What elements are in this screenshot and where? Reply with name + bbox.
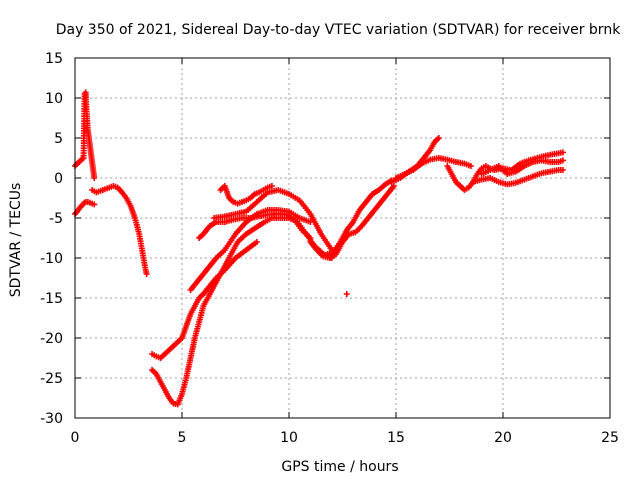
grid-lines bbox=[75, 58, 610, 418]
x-axis-label: GPS time / hours bbox=[281, 459, 398, 475]
data-point bbox=[559, 149, 566, 156]
plot-frame bbox=[74, 57, 611, 419]
y-tick-label: 5 bbox=[54, 131, 63, 147]
x-tick-label: 0 bbox=[71, 430, 80, 446]
y-tick-label: -10 bbox=[40, 251, 63, 267]
y-tick-label: -25 bbox=[40, 371, 63, 387]
x-tick-label: 15 bbox=[387, 430, 405, 446]
chart-title: Day 350 of 2021, Sidereal Day-to-day VTE… bbox=[56, 22, 621, 38]
data-point bbox=[268, 183, 275, 189]
data-point bbox=[91, 175, 98, 181]
x-tick-label: 20 bbox=[494, 430, 512, 446]
y-tick-label: -20 bbox=[40, 331, 63, 347]
y-tick-label: -30 bbox=[40, 411, 63, 427]
y-tick-label: 10 bbox=[45, 91, 63, 107]
data-point bbox=[467, 163, 474, 169]
data-points bbox=[72, 89, 566, 408]
data-point bbox=[559, 167, 566, 173]
y-axis-label: SDTVAR / TECUs bbox=[8, 183, 24, 298]
y-tick-label: -5 bbox=[49, 211, 63, 227]
x-tick-label: 5 bbox=[178, 430, 187, 446]
y-tick-label: -15 bbox=[40, 291, 63, 307]
data-point bbox=[91, 201, 98, 208]
x-tick-label: 25 bbox=[601, 430, 619, 446]
data-point bbox=[559, 157, 566, 164]
data-point bbox=[253, 239, 260, 245]
data-point bbox=[435, 135, 442, 141]
data-point bbox=[143, 271, 150, 277]
x-tick-label: 10 bbox=[280, 430, 298, 446]
y-tick-label: 15 bbox=[45, 51, 63, 67]
y-tick-label: 0 bbox=[54, 171, 63, 187]
data-point bbox=[343, 291, 350, 297]
